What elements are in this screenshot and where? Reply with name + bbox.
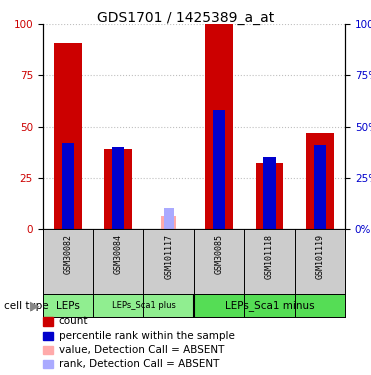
Bar	[164, 209, 174, 229]
Text: GSM101118: GSM101118	[265, 234, 274, 279]
Text: cell type: cell type	[4, 301, 48, 310]
Text: ▶: ▶	[30, 299, 40, 312]
Text: GSM30084: GSM30084	[114, 234, 123, 274]
Text: GSM30082: GSM30082	[63, 234, 72, 274]
Bar	[43, 294, 93, 317]
Text: GSM30085: GSM30085	[214, 234, 224, 274]
Text: LEPs_Sca1 minus: LEPs_Sca1 minus	[224, 300, 314, 311]
Bar	[213, 110, 225, 229]
Bar	[205, 24, 233, 229]
Text: count: count	[59, 316, 88, 326]
Bar	[104, 149, 132, 229]
Bar	[112, 147, 125, 229]
Text: value, Detection Call = ABSENT: value, Detection Call = ABSENT	[59, 345, 224, 355]
Bar	[263, 157, 276, 229]
Text: LEPs_Sca1 plus: LEPs_Sca1 plus	[112, 301, 175, 310]
Bar	[194, 294, 345, 317]
Bar	[256, 164, 283, 229]
Text: percentile rank within the sample: percentile rank within the sample	[59, 331, 234, 340]
Text: LEPs: LEPs	[56, 301, 80, 310]
Bar	[54, 43, 82, 229]
Bar	[93, 294, 194, 317]
Text: GSM101117: GSM101117	[164, 234, 173, 279]
Bar	[62, 143, 74, 229]
Text: GDS1701 / 1425389_a_at: GDS1701 / 1425389_a_at	[97, 11, 274, 25]
Bar	[313, 145, 326, 229]
Text: rank, Detection Call = ABSENT: rank, Detection Call = ABSENT	[59, 359, 219, 369]
Text: GSM101119: GSM101119	[315, 234, 324, 279]
Bar	[306, 133, 334, 229]
Bar	[161, 216, 176, 229]
